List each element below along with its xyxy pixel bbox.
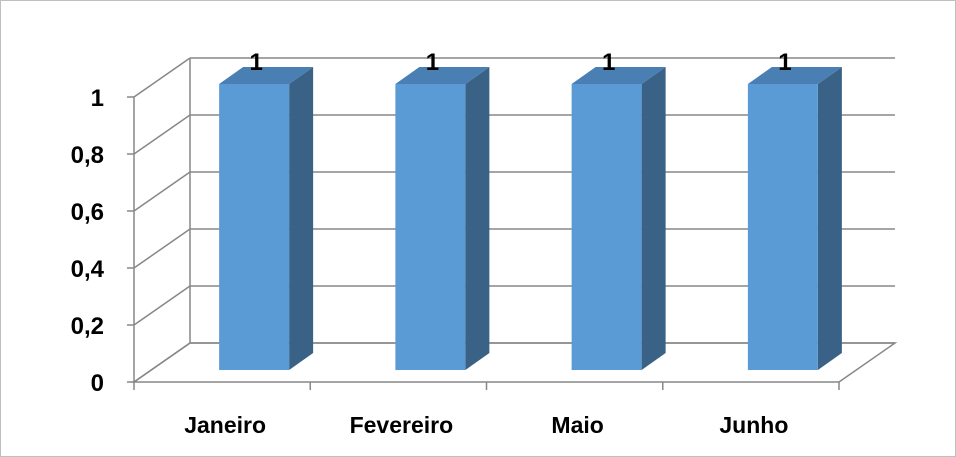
y-tick-labels: 0 0,2 0,4 0,6 0,8 1 xyxy=(71,85,105,397)
category-label: Janeiro xyxy=(184,412,266,438)
gridline-side xyxy=(133,228,191,269)
gridline-side xyxy=(133,285,191,326)
data-label: 1 xyxy=(426,49,439,76)
bars xyxy=(219,67,842,370)
data-label: 1 xyxy=(249,49,262,76)
y-tick-label: 0,4 xyxy=(71,256,105,283)
category-label: Junho xyxy=(719,412,788,438)
bar xyxy=(219,84,290,370)
y-tick-label: 1 xyxy=(91,85,104,112)
bar-side-face xyxy=(289,67,314,370)
category-labels: Janeiro Fevereiro Maio Junho xyxy=(184,412,788,438)
y-tick-label: 0,8 xyxy=(71,142,104,169)
bar xyxy=(395,84,466,370)
category-label: Fevereiro xyxy=(350,412,454,438)
data-labels: 1 1 1 1 xyxy=(249,49,791,76)
y-tick-label: 0,6 xyxy=(71,199,104,226)
y-tick-label: 0,2 xyxy=(71,313,104,340)
bar-side-face xyxy=(465,67,490,370)
bar-top-face xyxy=(395,67,490,84)
bar-side-face xyxy=(817,67,842,370)
bar-top-face xyxy=(747,67,842,84)
axes xyxy=(127,96,840,390)
bar-top-face xyxy=(571,67,666,84)
gridline-side xyxy=(133,57,191,98)
gridline-side xyxy=(133,171,191,212)
y-tick-label: 0 xyxy=(91,370,104,397)
category-label: Maio xyxy=(551,412,603,438)
gridline-side xyxy=(133,342,191,383)
bar xyxy=(747,84,818,370)
bar-side-face xyxy=(641,67,666,370)
bar-top-face xyxy=(219,67,314,84)
data-label: 1 xyxy=(778,49,791,76)
gridline-side xyxy=(133,114,191,155)
bar xyxy=(571,84,642,370)
data-label: 1 xyxy=(602,49,615,76)
